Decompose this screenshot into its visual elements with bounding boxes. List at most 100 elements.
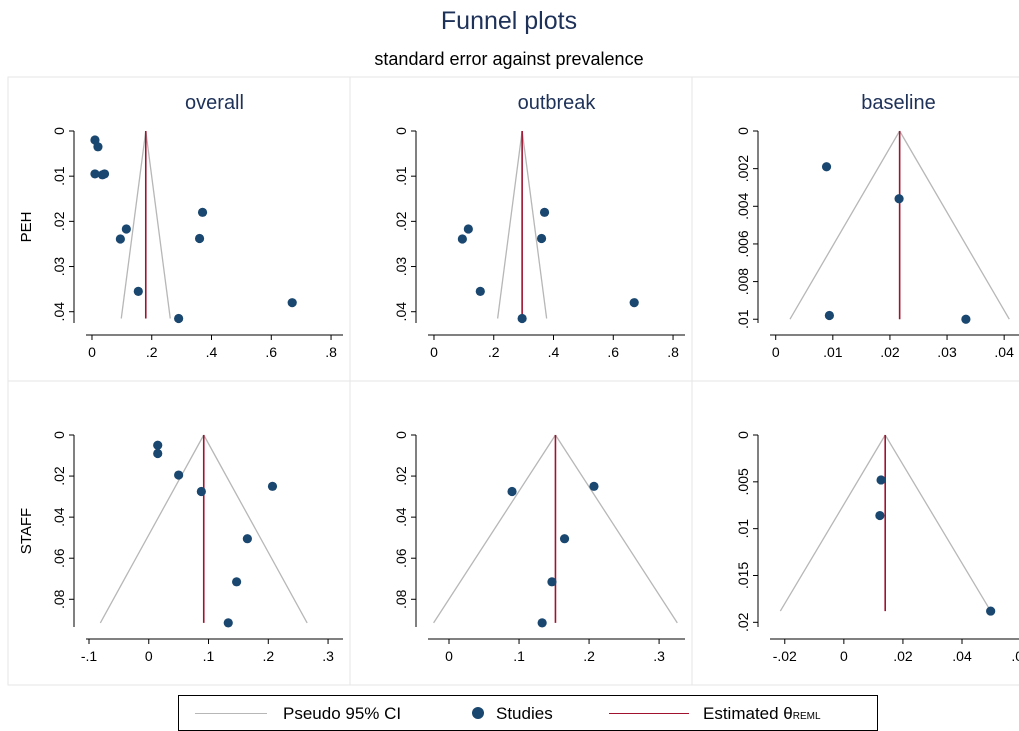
panel-peh-baseline: baseline 0 .002 .004 .006 .008 .01 0 .01 .02 .03 .0… [691, 76, 1019, 382]
study-point [547, 577, 557, 587]
study-point [559, 534, 570, 544]
x-tick-label: .02 [893, 648, 913, 664]
x-tick-label: 0 [840, 648, 848, 664]
y-tick-label: .008 [735, 268, 751, 295]
study-point [196, 486, 206, 497]
panel-border [691, 380, 1019, 686]
panel-staff-outbreak: 0 .02 .04 .06 .08 0 .1 .2 .3 [349, 380, 693, 686]
study-point [536, 233, 547, 244]
study-point [115, 234, 125, 244]
ci-line-left [433, 434, 556, 624]
study-point [539, 207, 550, 217]
study-point [463, 224, 473, 234]
y-tick-label: .006 [735, 230, 751, 257]
legend-ci-label: Pseudo 95% CI [283, 704, 402, 723]
x-tick-label: -.02 [773, 648, 797, 664]
y-tick-label: .002 [735, 155, 751, 182]
x-tick-label: .2 [583, 648, 595, 664]
y-tick-label: .06 [51, 548, 67, 568]
x-tick-label: .6 [607, 344, 619, 360]
y-tick-label: .04 [393, 302, 409, 322]
x-tick-label: 0 [772, 344, 780, 360]
funnel-plots-figure: Funnel plots standard error against prev… [7, 7, 1019, 686]
ci-line-left [496, 130, 523, 319]
x-tick-label: .1 [203, 648, 215, 664]
study-point [267, 481, 278, 491]
x-tick-label: .4 [548, 344, 560, 360]
study-point [194, 233, 205, 244]
panel-title: outbreak [518, 92, 597, 114]
y-tick-label: .03 [51, 257, 67, 277]
x-tick-label: .03 [937, 344, 957, 360]
ci-line-left [779, 434, 886, 612]
study-point [629, 298, 639, 308]
panel-peh-outbreak: outbreak 0 .01 .02 .03 .04 0 .2 .4 .6 .8 [349, 76, 693, 382]
row-label: STAFF [18, 508, 35, 554]
figure-title: Funnel plots [441, 7, 577, 35]
x-tick-label: .8 [325, 344, 337, 360]
study-point [876, 475, 886, 485]
x-tick-label: .04 [994, 344, 1014, 360]
y-tick-label: .02 [51, 466, 67, 486]
x-tick-label: .8 [667, 344, 679, 360]
row-label: PEH [18, 212, 35, 243]
y-tick-label: .005 [735, 468, 751, 495]
y-tick-label: 0 [393, 127, 409, 135]
panel-staff-baseline: 0 .005 .01 .015 .02 -.02 0 .02 .04 .06 [691, 380, 1019, 686]
panel-peh-overall: overall PEH 0 .01 .02 .03 .04 0 .2 .4 .6 .8 [7, 76, 351, 382]
x-tick-label: .3 [322, 648, 334, 664]
study-point [475, 286, 485, 296]
y-tick-label: 0 [393, 431, 409, 439]
study-point [153, 440, 163, 450]
panels-grid: overall PEH 0 .01 .02 .03 .04 0 .2 .4 .6 .8 outbreak… [7, 76, 1019, 686]
x-tick-label: 0 [145, 648, 153, 664]
y-tick-label: .01 [735, 519, 751, 539]
study-point [589, 481, 599, 491]
panel-staff-overall: STAFF 0 .02 .04 .06 .08 -.1 0 .1 .2 .3 [7, 380, 351, 686]
ci-line-right [884, 434, 992, 612]
legend: Pseudo 95% CI Studies Estimated θREML [178, 695, 878, 731]
x-tick-label: 0 [445, 648, 453, 664]
study-point [894, 194, 904, 204]
ci-line-right [145, 130, 171, 319]
study-point [821, 162, 832, 172]
x-tick-label: .2 [488, 344, 500, 360]
x-tick-label: .01 [823, 344, 843, 360]
y-tick-label: .08 [393, 589, 409, 609]
study-point [875, 510, 885, 521]
legend-ci-symbol [195, 713, 267, 714]
study-point [287, 298, 297, 308]
study-point [174, 470, 184, 480]
ci-line-right [899, 130, 1010, 320]
x-tick-label: .02 [880, 344, 900, 360]
y-tick-label: .04 [393, 507, 409, 527]
ci-line-right [554, 434, 678, 624]
y-tick-label: 0 [735, 431, 751, 439]
ci-line-right [203, 434, 308, 624]
x-tick-label: .6 [265, 344, 277, 360]
y-tick-label: .04 [51, 302, 67, 322]
x-tick-label: .2 [146, 344, 158, 360]
ci-line-left [99, 434, 205, 624]
study-point [93, 142, 103, 152]
study-point [174, 313, 184, 324]
y-tick-label: .015 [735, 562, 751, 589]
legend-studies-label: Studies [496, 704, 553, 723]
study-point [517, 313, 527, 324]
ci-line-right [521, 130, 548, 319]
x-tick-label: .04 [952, 648, 972, 664]
study-point [242, 534, 252, 544]
panel-title: baseline [861, 92, 936, 114]
y-tick-label: .01 [393, 166, 409, 186]
y-tick-label: .02 [735, 612, 751, 632]
ci-line-left [789, 130, 901, 320]
x-tick-label: -.1 [81, 648, 98, 664]
x-tick-label: .06 [1011, 648, 1019, 664]
legend-estimate-subscript: REML [792, 711, 821, 722]
study-point [90, 169, 100, 179]
panel-title: overall [185, 92, 244, 114]
x-tick-label: .1 [513, 648, 525, 664]
study-point [537, 618, 547, 628]
study-point [197, 207, 208, 217]
figure-subtitle: standard error against prevalence [374, 49, 643, 69]
